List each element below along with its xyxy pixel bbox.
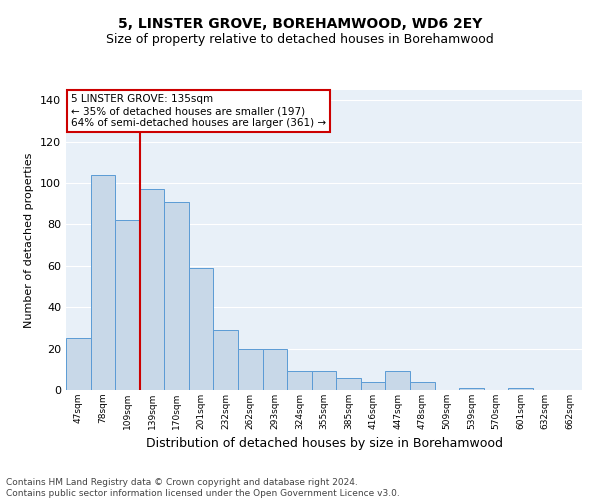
Y-axis label: Number of detached properties: Number of detached properties xyxy=(25,152,34,328)
Bar xyxy=(263,348,287,390)
Bar xyxy=(164,202,189,390)
Bar xyxy=(385,372,410,390)
Bar xyxy=(140,190,164,390)
Bar xyxy=(115,220,140,390)
Bar xyxy=(508,388,533,390)
Bar xyxy=(361,382,385,390)
Bar xyxy=(189,268,214,390)
Text: Size of property relative to detached houses in Borehamwood: Size of property relative to detached ho… xyxy=(106,32,494,46)
Bar xyxy=(91,175,115,390)
Text: 5 LINSTER GROVE: 135sqm
← 35% of detached houses are smaller (197)
64% of semi-d: 5 LINSTER GROVE: 135sqm ← 35% of detache… xyxy=(71,94,326,128)
Bar xyxy=(66,338,91,390)
Text: 5, LINSTER GROVE, BOREHAMWOOD, WD6 2EY: 5, LINSTER GROVE, BOREHAMWOOD, WD6 2EY xyxy=(118,18,482,32)
Bar xyxy=(459,388,484,390)
Bar xyxy=(336,378,361,390)
X-axis label: Distribution of detached houses by size in Borehamwood: Distribution of detached houses by size … xyxy=(146,438,503,450)
Bar xyxy=(287,372,312,390)
Text: Contains HM Land Registry data © Crown copyright and database right 2024.
Contai: Contains HM Land Registry data © Crown c… xyxy=(6,478,400,498)
Bar xyxy=(214,330,238,390)
Bar xyxy=(410,382,434,390)
Bar xyxy=(312,372,336,390)
Bar xyxy=(238,348,263,390)
